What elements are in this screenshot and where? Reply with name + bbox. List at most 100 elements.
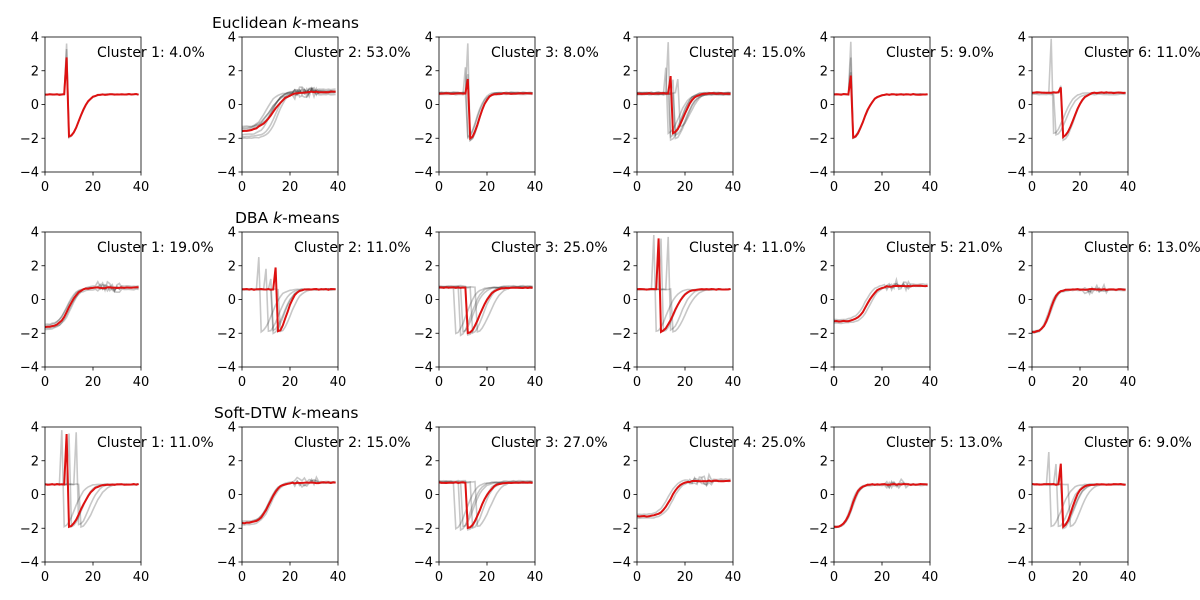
- x-tick-label: 20: [1072, 570, 1089, 585]
- y-tick-label: 2: [820, 259, 828, 274]
- y-tick-label: −4: [612, 556, 631, 571]
- y-tick-label: 0: [425, 98, 433, 113]
- y-tick-label: 2: [228, 454, 236, 469]
- x-tick-label: 40: [922, 375, 939, 390]
- y-tick-label: −4: [809, 361, 828, 376]
- barycenter-line: [834, 482, 928, 528]
- member-series-line: [242, 86, 336, 128]
- y-tick-label: 2: [1018, 259, 1026, 274]
- y-tick-label: 2: [1018, 64, 1026, 79]
- barycenter-line: [1032, 463, 1126, 529]
- member-series-line: [45, 285, 139, 331]
- y-tick-label: −2: [414, 132, 433, 147]
- x-tick-label: 0: [830, 570, 838, 585]
- member-series-line: [242, 475, 336, 522]
- barycenter-line: [637, 75, 731, 135]
- row-title: DBA k-means: [235, 209, 340, 227]
- x-tick-label: 0: [435, 570, 443, 585]
- x-tick-label: 20: [479, 375, 496, 390]
- plot-area: [834, 276, 928, 325]
- y-tick-label: 4: [31, 421, 39, 436]
- x-tick-label: 20: [874, 375, 891, 390]
- x-tick-label: 20: [677, 570, 694, 585]
- y-tick-label: −4: [612, 361, 631, 376]
- barycenter-line: [45, 57, 139, 138]
- plot-area: [242, 475, 336, 526]
- x-tick-label: 0: [830, 375, 838, 390]
- y-tick-label: −2: [217, 132, 236, 147]
- y-tick-label: 4: [425, 31, 433, 46]
- y-tick-label: 0: [31, 98, 39, 113]
- y-tick-label: −4: [809, 556, 828, 571]
- y-tick-label: 2: [425, 454, 433, 469]
- cluster-annotation: Cluster 2: 11.0%: [294, 240, 411, 256]
- y-tick-label: 0: [623, 293, 631, 308]
- barycenter-line: [242, 267, 336, 333]
- plot-area: [45, 280, 139, 331]
- y-tick-label: 4: [31, 31, 39, 46]
- cluster-annotation: Cluster 6: 13.0%: [1084, 240, 1200, 256]
- barycenter-line: [439, 286, 533, 335]
- x-tick-label: 0: [633, 180, 641, 195]
- y-tick-label: 0: [1018, 98, 1026, 113]
- x-tick-label: 40: [330, 180, 347, 195]
- y-tick-label: 4: [623, 31, 631, 46]
- y-tick-label: 0: [31, 293, 39, 308]
- x-tick-label: 20: [282, 180, 299, 195]
- barycenter-line: [439, 78, 533, 141]
- y-tick-label: 2: [820, 64, 828, 79]
- x-tick-label: 40: [1120, 570, 1137, 585]
- x-tick-label: 20: [677, 375, 694, 390]
- x-tick-label: 40: [330, 375, 347, 390]
- x-tick-label: 40: [527, 180, 544, 195]
- plot-area: [439, 43, 533, 143]
- cluster-annotation: Cluster 4: 25.0%: [689, 435, 806, 451]
- y-tick-label: 2: [31, 64, 39, 79]
- y-tick-label: −4: [217, 166, 236, 181]
- y-tick-label: 4: [820, 421, 828, 436]
- y-tick-label: 0: [228, 488, 236, 503]
- cluster-annotation: Cluster 5: 13.0%: [886, 435, 1003, 451]
- y-tick-label: 0: [31, 488, 39, 503]
- row-titles: Euclidean k-means DBA k-means Soft-DTW k-m…: [212, 14, 359, 422]
- cluster-annotation: Cluster 6: 11.0%: [1084, 45, 1200, 61]
- y-tick-label: −4: [217, 556, 236, 571]
- y-tick-label: −4: [809, 166, 828, 181]
- y-tick-label: 4: [820, 31, 828, 46]
- cluster-annotation: Cluster 6: 9.0%: [1084, 435, 1192, 451]
- barycenter-line: [1032, 287, 1126, 334]
- x-tick-label: 20: [479, 180, 496, 195]
- y-tick-label: 4: [228, 31, 236, 46]
- y-tick-label: −2: [809, 522, 828, 537]
- y-tick-label: 4: [228, 421, 236, 436]
- x-tick-label: 0: [633, 375, 641, 390]
- x-tick-label: 40: [133, 570, 150, 585]
- cluster-annotation: Cluster 1: 4.0%: [97, 45, 205, 61]
- x-tick-label: 20: [874, 570, 891, 585]
- member-series-line: [834, 276, 928, 321]
- y-tick-label: 2: [425, 259, 433, 274]
- y-tick-label: 2: [623, 454, 631, 469]
- y-tick-label: 2: [820, 454, 828, 469]
- plot-area: [242, 257, 336, 335]
- y-tick-label: −2: [612, 522, 631, 537]
- y-tick-label: −2: [809, 327, 828, 342]
- y-tick-label: 0: [228, 293, 236, 308]
- barycenter-line: [45, 286, 139, 329]
- y-tick-label: 0: [1018, 293, 1026, 308]
- plot-area: [834, 477, 928, 529]
- y-tick-label: −4: [612, 166, 631, 181]
- plot-area: [834, 41, 928, 140]
- x-tick-label: 40: [133, 375, 150, 390]
- y-tick-label: −2: [20, 522, 39, 537]
